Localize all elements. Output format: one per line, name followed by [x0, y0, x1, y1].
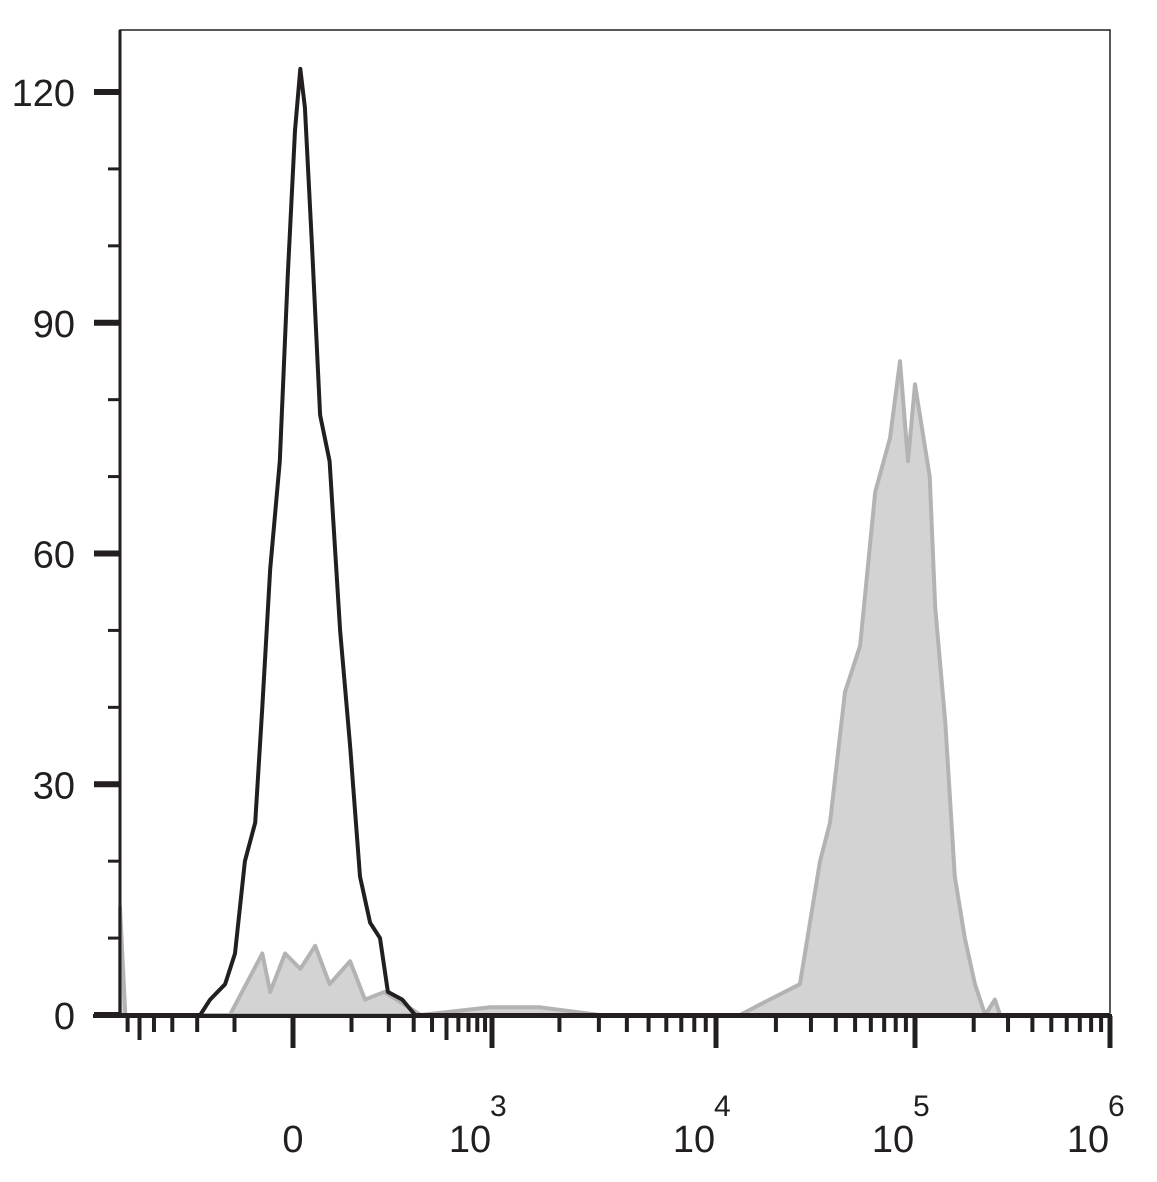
x-tick-exponent: 3 [490, 1090, 507, 1123]
stained-histogram-series [118, 359, 1112, 1017]
y-tick-label: 120 [12, 73, 75, 115]
y-tick-label: 90 [33, 304, 75, 346]
x-tick-label: 103 [449, 1090, 507, 1161]
x-tick-base: 10 [872, 1119, 914, 1161]
control-histogram-series [120, 66, 1110, 1017]
x-tick-exponent: 5 [913, 1090, 930, 1123]
x-tick-base: 10 [673, 1119, 715, 1161]
x-tick-label: 0 [282, 1119, 303, 1161]
x-tick-exponent: 6 [1108, 1090, 1125, 1123]
x-tick-base: 10 [1067, 1119, 1109, 1161]
y-tick-label: 30 [33, 765, 75, 807]
y-tick-label: 0 [54, 996, 75, 1038]
x-tick-exponent: 4 [714, 1090, 731, 1123]
plot-frame [119, 29, 1111, 1016]
x-tick-label: 105 [872, 1090, 930, 1161]
x-tick-label: 106 [1067, 1090, 1125, 1161]
x-tick-base: 10 [449, 1119, 491, 1161]
x-tick-label: 104 [673, 1090, 731, 1161]
x-tick-base: 0 [282, 1119, 303, 1161]
y-tick-label: 60 [33, 535, 75, 577]
